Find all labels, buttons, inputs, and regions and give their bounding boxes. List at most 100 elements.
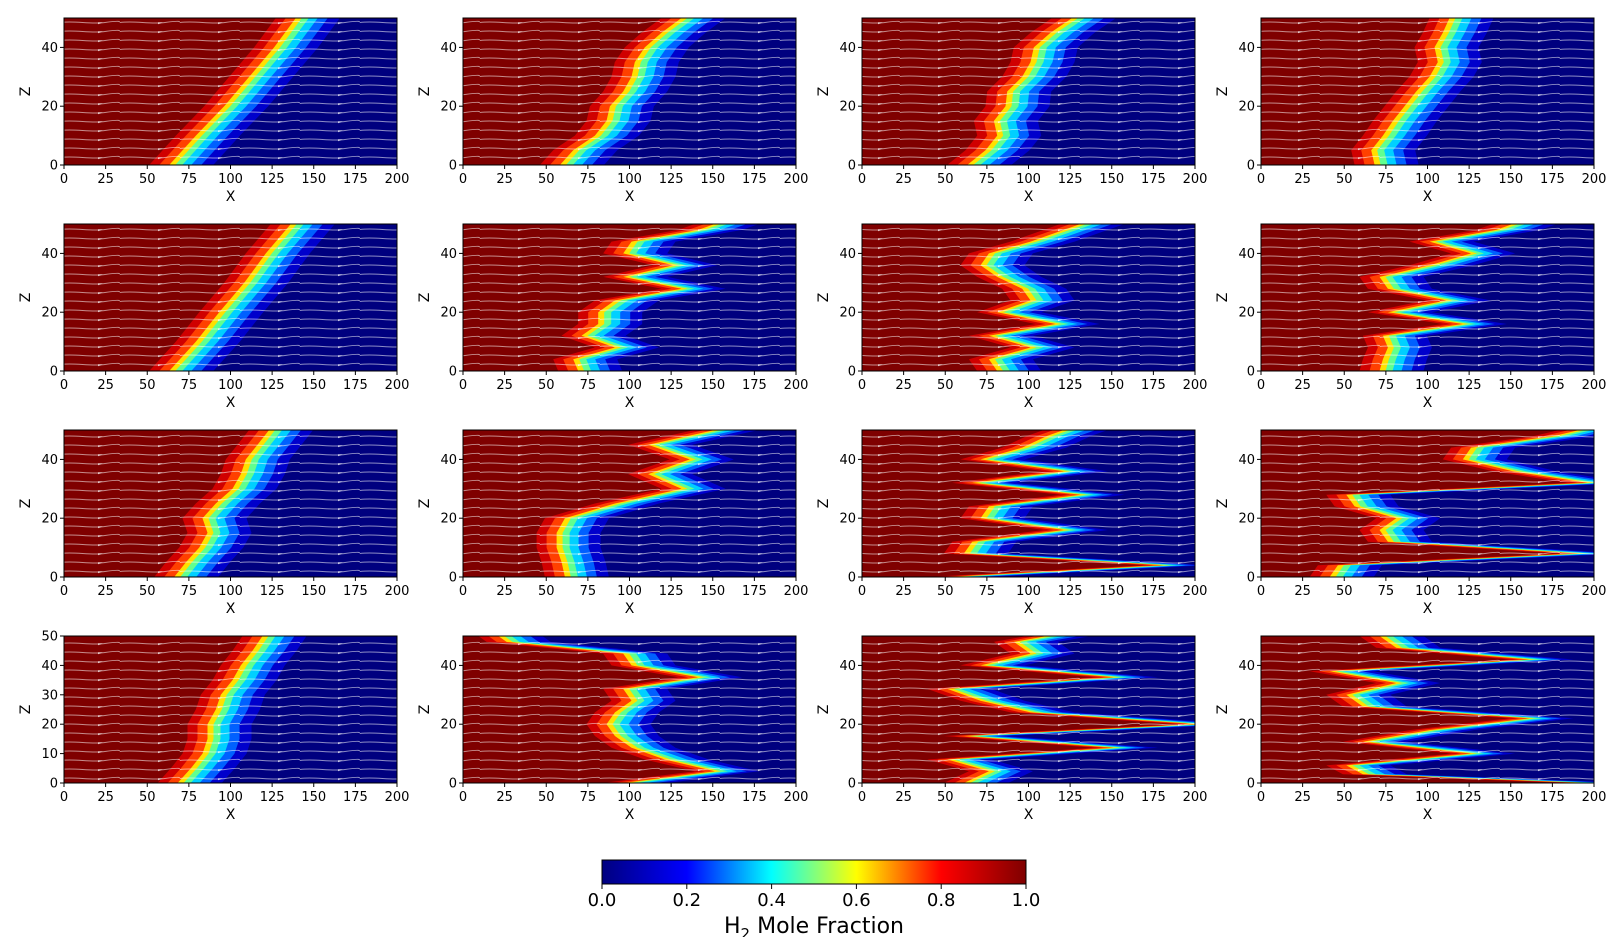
panel-field bbox=[1261, 636, 1594, 783]
x-tick-label: 50 bbox=[1336, 172, 1353, 187]
x-tick-label: 50 bbox=[538, 584, 555, 599]
x-tick-label: 100 bbox=[218, 584, 243, 599]
y-tick-label: 20 bbox=[1238, 512, 1255, 527]
x-tick-label: 50 bbox=[937, 378, 954, 393]
x-tick-label: 25 bbox=[895, 378, 912, 393]
y-tick-label: 0 bbox=[50, 571, 58, 586]
x-tick-label: 200 bbox=[784, 584, 809, 599]
x-tick-label: 125 bbox=[1058, 378, 1083, 393]
x-tick-label: 150 bbox=[700, 172, 725, 187]
panel-field bbox=[862, 430, 1195, 577]
x-axis-label: X bbox=[1024, 189, 1034, 205]
x-tick-label: 100 bbox=[617, 172, 642, 187]
x-tick-label: 150 bbox=[1498, 584, 1523, 599]
x-tick-label: 75 bbox=[1378, 378, 1395, 393]
x-tick-label: 25 bbox=[496, 378, 513, 393]
x-tick-label: 175 bbox=[742, 790, 767, 805]
x-tick-label: 125 bbox=[1457, 790, 1482, 805]
x-tick-label: 75 bbox=[1378, 790, 1395, 805]
y-tick-label: 20 bbox=[1238, 100, 1255, 115]
x-tick-label: 175 bbox=[1141, 378, 1166, 393]
x-tick-label: 75 bbox=[580, 790, 597, 805]
x-tick-label: 125 bbox=[260, 790, 285, 805]
y-axis-label: Z bbox=[18, 293, 34, 303]
y-tick-label: 40 bbox=[1238, 41, 1255, 56]
y-tick-label: 20 bbox=[41, 306, 58, 321]
x-tick-label: 175 bbox=[1141, 172, 1166, 187]
panel: 0 25 50 75 100 125 150 175 200 0 20 40 X Z bbox=[816, 223, 1207, 411]
x-tick-label: 0 bbox=[858, 584, 866, 599]
streamlines bbox=[463, 636, 796, 783]
x-tick-label: 175 bbox=[742, 172, 767, 187]
y-axis-label: Z bbox=[18, 499, 34, 509]
x-tick-label: 75 bbox=[181, 378, 198, 393]
colorbar-label-base: H bbox=[724, 914, 741, 937]
y-tick-label: 40 bbox=[440, 41, 457, 56]
panel: 0 25 50 75 100 125 150 175 200 0 20 40 X Z bbox=[18, 17, 409, 205]
x-tick-label: 0 bbox=[459, 378, 467, 393]
x-tick-label: 75 bbox=[181, 790, 198, 805]
colorbar-tick-label: 0.6 bbox=[842, 890, 871, 911]
x-tick-label: 25 bbox=[496, 172, 513, 187]
x-tick-label: 200 bbox=[784, 790, 809, 805]
x-tick-label: 200 bbox=[784, 378, 809, 393]
streamlines bbox=[1261, 18, 1594, 165]
y-tick-label: 20 bbox=[440, 306, 457, 321]
panel: 0 25 50 75 100 125 150 175 200 0 20 40 X Z bbox=[816, 17, 1207, 205]
panel: 0 25 50 75 100 125 150 175 200 0 20 40 X Z bbox=[417, 429, 809, 617]
x-tick-label: 25 bbox=[496, 790, 513, 805]
panel-field bbox=[64, 636, 397, 783]
x-tick-label: 100 bbox=[1016, 172, 1041, 187]
streamlines bbox=[463, 18, 796, 165]
panel-field bbox=[463, 18, 796, 165]
x-tick-label: 50 bbox=[937, 172, 954, 187]
streamlines bbox=[64, 430, 397, 577]
x-tick-label: 175 bbox=[343, 584, 368, 599]
y-axis-label: Z bbox=[816, 293, 832, 303]
streamlines bbox=[1261, 430, 1594, 577]
x-tick-label: 125 bbox=[1058, 172, 1083, 187]
x-tick-label: 150 bbox=[301, 378, 326, 393]
y-tick-label: 0 bbox=[1247, 571, 1255, 586]
x-tick-label: 100 bbox=[218, 378, 243, 393]
streamlines bbox=[862, 636, 1195, 783]
y-axis-label: Z bbox=[1215, 705, 1231, 715]
panel: 0 25 50 75 100 125 150 175 200 0 20 40 X Z bbox=[816, 635, 1207, 823]
panel: 0 25 50 75 100 125 150 175 200 0 20 40 X Z bbox=[18, 429, 409, 617]
y-tick-label: 40 bbox=[839, 247, 856, 262]
x-tick-label: 75 bbox=[979, 172, 996, 187]
colorbar-tick-label: 0.2 bbox=[672, 890, 701, 911]
x-tick-label: 0 bbox=[858, 790, 866, 805]
panel-field bbox=[64, 430, 397, 577]
x-tick-label: 175 bbox=[343, 378, 368, 393]
y-tick-label: 20 bbox=[41, 512, 58, 527]
x-tick-label: 25 bbox=[97, 172, 114, 187]
y-tick-label: 20 bbox=[839, 306, 856, 321]
x-tick-label: 50 bbox=[1336, 790, 1353, 805]
y-tick-label: 20 bbox=[839, 718, 856, 733]
x-tick-label: 175 bbox=[1141, 584, 1166, 599]
x-tick-label: 125 bbox=[1457, 172, 1482, 187]
y-tick-label: 40 bbox=[839, 453, 856, 468]
x-tick-label: 75 bbox=[181, 172, 198, 187]
panel-field bbox=[1261, 430, 1594, 577]
x-tick-label: 150 bbox=[1498, 172, 1523, 187]
y-tick-label: 40 bbox=[440, 659, 457, 674]
x-tick-label: 200 bbox=[784, 172, 809, 187]
y-axis-label: Z bbox=[1215, 87, 1231, 97]
y-tick-label: 0 bbox=[848, 777, 856, 792]
x-tick-label: 25 bbox=[97, 584, 114, 599]
x-tick-label: 50 bbox=[538, 378, 555, 393]
x-tick-label: 25 bbox=[1294, 378, 1311, 393]
x-tick-label: 75 bbox=[1378, 172, 1395, 187]
x-tick-label: 150 bbox=[700, 378, 725, 393]
colorbar-label: H2 Mole Fraction bbox=[724, 914, 904, 937]
x-tick-label: 200 bbox=[1582, 172, 1607, 187]
x-tick-label: 50 bbox=[139, 584, 156, 599]
panel: 0 25 50 75 100 125 150 175 200 0 20 40 X Z bbox=[1215, 17, 1607, 205]
x-tick-label: 0 bbox=[459, 584, 467, 599]
colorbar-tick-label: 0.0 bbox=[588, 890, 617, 911]
x-tick-label: 175 bbox=[343, 790, 368, 805]
x-tick-label: 75 bbox=[979, 378, 996, 393]
streamlines bbox=[463, 224, 796, 371]
